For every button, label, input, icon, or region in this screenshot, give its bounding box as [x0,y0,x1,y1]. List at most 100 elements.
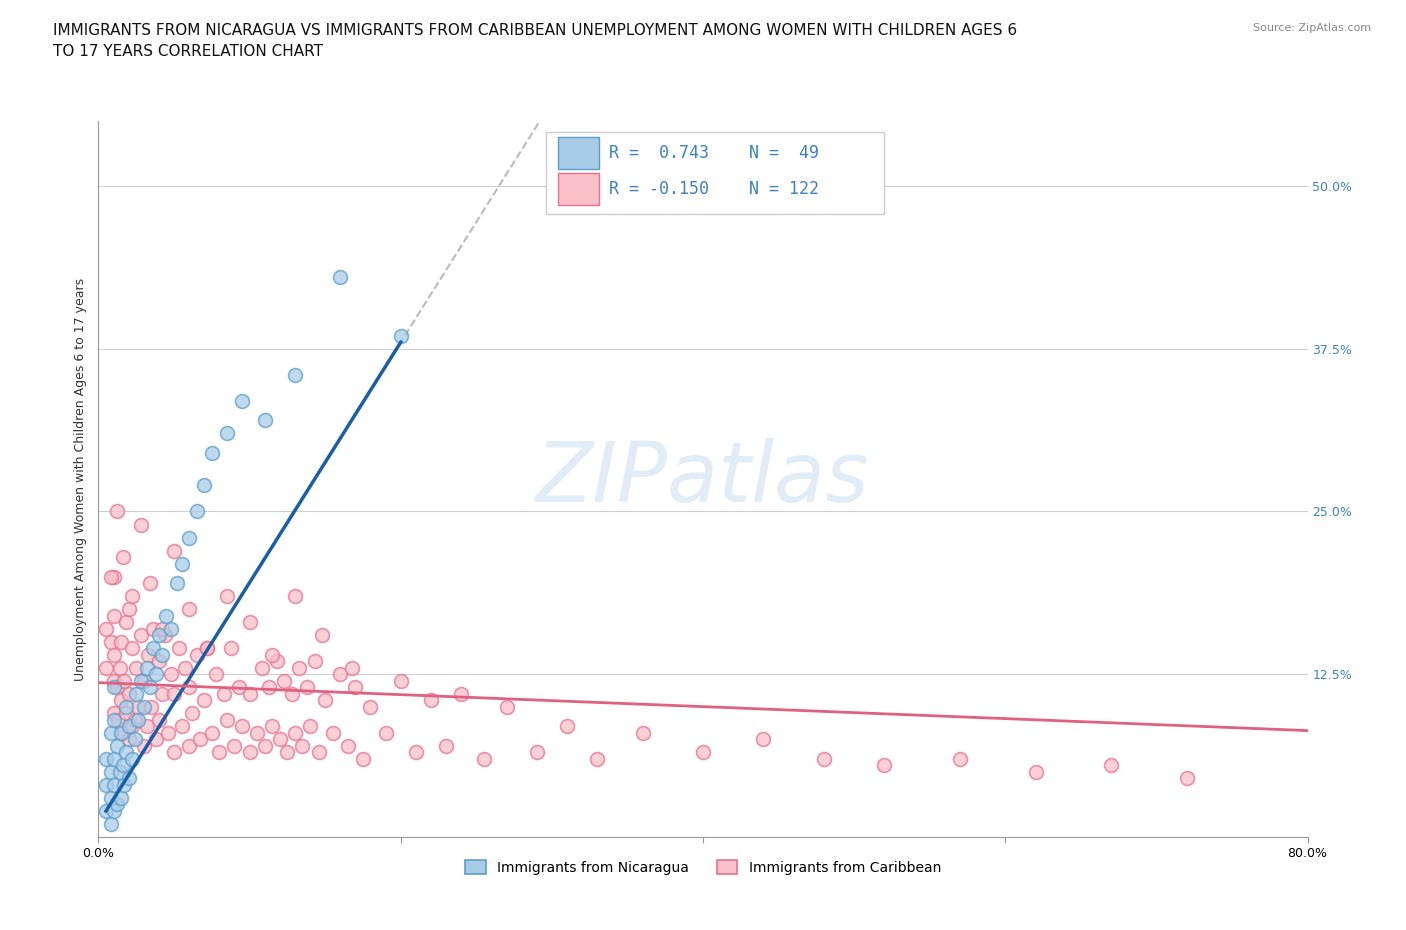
Point [118,732,141,747]
Point [342,660,364,675]
Point [295,680,318,695]
Point [121,641,143,656]
Point [250,660,273,675]
Point [186,647,208,662]
Point [170,556,193,571]
Point [179,530,201,545]
Point [201,445,224,460]
Text: R =  0.743    N =  49: R = 0.743 N = 49 [609,144,818,162]
Point [114,615,136,630]
Point [100,817,122,831]
Point [160,667,183,682]
Point [186,504,208,519]
Point [276,745,298,760]
Point [450,686,472,701]
Point [112,673,135,688]
Point [231,393,253,408]
Point [108,764,131,779]
Point [118,719,141,734]
Point [344,680,367,695]
Point [215,589,238,604]
Point [114,706,136,721]
Point [148,654,170,669]
Point [132,738,155,753]
Point [136,647,159,662]
Point [103,647,125,662]
Point [127,712,149,727]
Point [1175,771,1198,786]
Point [239,745,262,760]
FancyBboxPatch shape [558,173,599,205]
Point [555,719,578,734]
Point [208,745,231,760]
Point [374,725,396,740]
Point [94,751,117,766]
Point [129,673,152,688]
Point [108,660,131,675]
Point [150,647,173,662]
Point [1099,758,1122,773]
Point [103,804,125,818]
Point [1024,764,1046,779]
Point [105,738,128,753]
Point [631,725,654,740]
Point [100,725,122,740]
Point [142,621,165,636]
Point [150,621,173,636]
Point [103,777,125,792]
Point [100,634,122,649]
Point [100,764,122,779]
Point [360,699,382,714]
Point [129,628,152,643]
Point [179,738,201,753]
Point [329,667,352,682]
Point [118,602,141,617]
Point [163,745,186,760]
Point [314,693,336,708]
Point [167,641,190,656]
Point [118,771,141,786]
Point [127,699,149,714]
Point [389,673,412,688]
Point [262,647,284,662]
Point [193,478,215,493]
Point [156,725,179,740]
Point [111,550,134,565]
Point [110,725,132,740]
Point [121,589,143,604]
Point [100,569,122,584]
Point [281,686,304,701]
Point [139,576,162,591]
Text: R = -0.150    N = 122: R = -0.150 N = 122 [609,179,818,198]
Point [114,745,136,760]
Point [692,745,714,760]
Point [173,660,195,675]
Point [752,732,775,747]
Point [434,738,457,753]
Point [352,751,374,766]
Point [304,654,326,669]
Point [526,745,548,760]
Point [145,667,167,682]
Point [181,706,204,721]
Point [103,706,125,721]
Point [103,751,125,766]
Point [188,732,211,747]
Point [215,712,238,727]
Point [100,790,122,805]
Point [224,738,246,753]
Point [150,686,173,701]
FancyBboxPatch shape [558,138,599,169]
Point [257,680,280,695]
Point [105,504,128,519]
Point [124,712,146,727]
Point [949,751,972,766]
Point [135,660,157,675]
Point [94,804,117,818]
Point [141,699,163,714]
Point [110,634,132,649]
Point [389,328,412,343]
Point [228,680,250,695]
Point [132,673,155,688]
Point [239,615,262,630]
